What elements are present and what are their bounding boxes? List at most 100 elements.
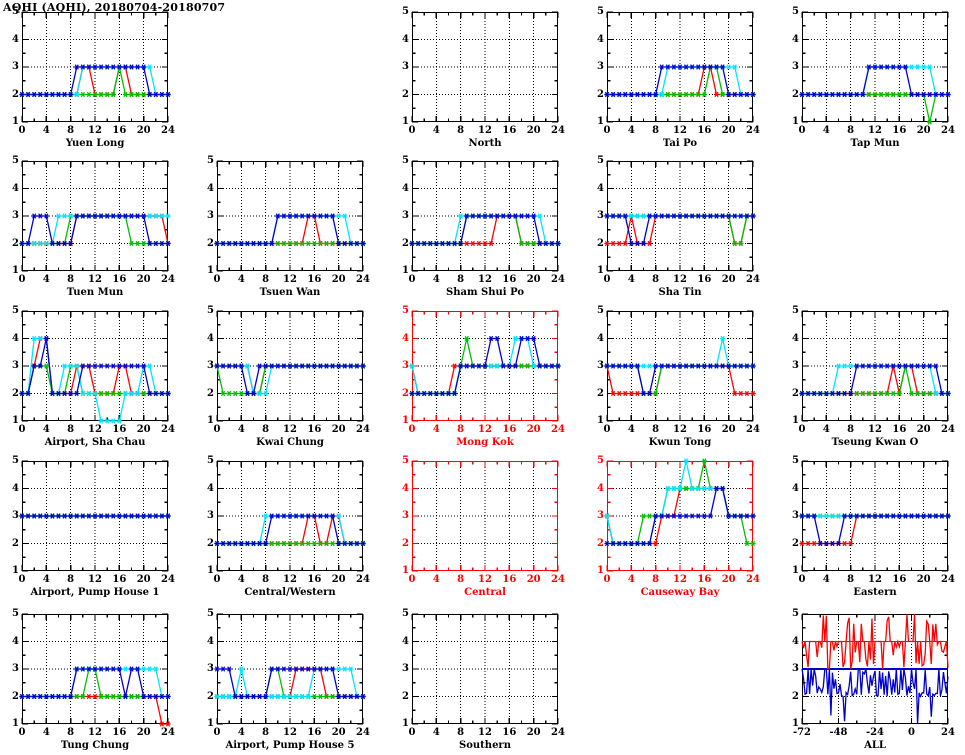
panel-sha-tin[interactable]: 1 2 3 4 5 0 4 8 12 16 20 24 Sha Tin — [597, 156, 760, 298]
data-marker — [134, 91, 141, 98]
data-marker — [134, 213, 141, 219]
x-tick-label: 0 — [18, 424, 26, 435]
data-marker — [646, 513, 653, 519]
panel-eastern[interactable]: 1 2 3 4 5 0 4 8 12 16 20 24 Eastern — [792, 456, 955, 598]
data-marker — [653, 213, 659, 219]
panel-central[interactable]: 1 2 3 4 5 0 4 8 12 16 20 24 Central — [402, 456, 565, 598]
plot-canvas — [214, 613, 366, 725]
data-marker — [104, 390, 110, 397]
data-marker — [61, 363, 68, 369]
data-marker — [153, 240, 159, 247]
data-marker — [640, 540, 647, 547]
data-marker — [695, 64, 701, 70]
data-marker — [104, 64, 110, 70]
data-marker — [817, 91, 823, 98]
data-marker — [19, 693, 25, 700]
panel-tseung-kwan-o[interactable]: 1 2 3 4 5 0 4 8 12 16 20 24 Tseung Kwan O — [792, 306, 955, 448]
data-marker — [244, 693, 251, 700]
data-marker — [494, 335, 500, 342]
data-marker — [31, 213, 37, 219]
data-marker — [342, 363, 348, 369]
panel-yuen-long[interactable]: 1 2 3 4 5 0 4 8 12 16 20 24 Yuen Long — [12, 7, 175, 149]
data-marker — [293, 666, 299, 672]
data-marker — [921, 390, 927, 397]
y-tick-label: 2 — [12, 88, 19, 100]
y-tick-label: 5 — [597, 6, 604, 17]
data-marker — [750, 213, 756, 219]
data-marker — [914, 64, 921, 70]
data-marker — [482, 363, 488, 369]
data-marker — [482, 213, 488, 219]
panel-mong-kok[interactable]: 1 2 3 4 5 0 4 8 12 16 20 24 Mong Kok — [402, 306, 565, 448]
data-marker — [628, 540, 634, 547]
panel-airport-sha-chau[interactable]: 1 2 3 4 5 0 4 8 12 16 20 24 Airport, Sha Chau — [12, 306, 175, 448]
data-marker — [854, 513, 860, 519]
panel-tai-po[interactable]: 1 2 3 4 5 0 4 8 12 16 20 24 Tai Po — [597, 7, 760, 149]
data-marker — [86, 363, 92, 369]
data-marker — [738, 240, 744, 247]
panel-kwun-tong[interactable]: 1 2 3 4 5 0 4 8 12 16 20 24 Kwun Tong — [597, 306, 760, 448]
plot-canvas — [799, 460, 951, 572]
y-tick-label: 1 — [12, 265, 19, 276]
panel-caption: Kwun Tong — [648, 437, 712, 448]
x-tick-label: 0 — [213, 274, 221, 285]
data-marker — [287, 693, 293, 700]
data-marker — [68, 513, 74, 519]
data-marker — [878, 363, 884, 369]
data-marker — [744, 363, 750, 369]
panel-sham-shui-po[interactable]: 1 2 3 4 5 0 4 8 12 16 20 24 Sham Shui Po — [402, 156, 565, 298]
y-tick-label: 3 — [597, 510, 604, 521]
data-marker — [811, 540, 817, 547]
panel-tap-mun[interactable]: 1 2 3 4 5 0 4 8 12 16 20 24 Tap Mun — [792, 7, 955, 149]
data-marker — [31, 693, 37, 700]
panel-kwai-chung[interactable]: 1 2 3 4 5 0 4 8 12 16 20 24 Kwai Chung — [207, 306, 370, 448]
x-tick-label: 0 — [603, 574, 611, 585]
data-marker — [281, 540, 287, 547]
y-tick-label: 5 — [402, 608, 409, 619]
data-marker — [323, 363, 330, 369]
data-marker — [531, 240, 537, 247]
x-tick-label: 0 — [408, 125, 416, 136]
data-marker — [110, 418, 116, 424]
data-marker — [311, 693, 317, 700]
y-tick-label: 2 — [402, 88, 409, 100]
panel-tuen-mun[interactable]: 1 2 3 4 5 0 4 8 12 16 20 24 Tuen Mun — [12, 156, 175, 298]
panel-tsuen-wan[interactable]: 1 2 3 4 5 0 4 8 12 16 20 24 Tsuen Wan — [207, 156, 370, 298]
data-marker — [488, 363, 494, 369]
data-marker — [634, 240, 641, 247]
data-marker — [677, 64, 683, 70]
x-tick-label: 12 — [673, 125, 687, 136]
x-tick-label: 24 — [161, 424, 175, 435]
x-tick-label: 8 — [67, 274, 75, 285]
data-marker — [348, 693, 354, 700]
y-tick-label: 5 — [597, 455, 604, 466]
x-tick-label: 20 — [526, 574, 541, 585]
data-marker — [61, 91, 68, 98]
data-marker — [518, 240, 525, 247]
data-marker — [43, 91, 49, 98]
panel-all[interactable]: 1 2 3 4 5 -72 -48 -24 0 24 ALL — [792, 609, 955, 751]
panel-central-western[interactable]: 1 2 3 4 5 0 4 8 12 16 20 24 Central/Western — [207, 456, 370, 598]
data-marker — [921, 64, 927, 70]
panel-north[interactable]: 1 2 3 4 5 0 4 8 12 16 20 24 North — [402, 7, 565, 149]
x-tick-label: 12 — [88, 727, 102, 738]
panel-causeway-bay[interactable]: 1 2 3 4 5 0 4 8 12 16 20 24 Causeway Bay — [597, 456, 760, 598]
data-marker — [86, 693, 92, 700]
data-marker — [37, 335, 43, 342]
panel-airport-pump-house-1[interactable]: 1 2 3 4 5 0 4 8 12 16 20 24 Airport, Pump House 1 — [12, 456, 175, 598]
panel-airport-pump-house-5[interactable]: 1 2 3 4 5 0 4 8 12 16 20 24 Airport, Pump House 5 — [207, 609, 370, 751]
y-tick-label: 3 — [597, 360, 604, 371]
y-tick-label: 1 — [402, 415, 409, 426]
data-marker — [646, 240, 653, 247]
data-marker — [719, 335, 726, 342]
data-marker — [835, 540, 842, 547]
data-marker — [329, 693, 336, 700]
data-marker — [531, 363, 537, 369]
data-marker — [433, 240, 439, 247]
x-tick-label: 0 — [213, 574, 221, 585]
panel-tung-chung[interactable]: 1 2 3 4 5 0 4 8 12 16 20 24 Tung Chung — [12, 609, 175, 751]
x-tick-label: 12 — [283, 424, 297, 435]
data-marker — [732, 213, 738, 219]
panel-southern[interactable]: 1 2 3 4 5 0 4 8 12 16 20 24 Southern — [402, 609, 565, 751]
y-tick-label: 5 — [207, 155, 214, 166]
